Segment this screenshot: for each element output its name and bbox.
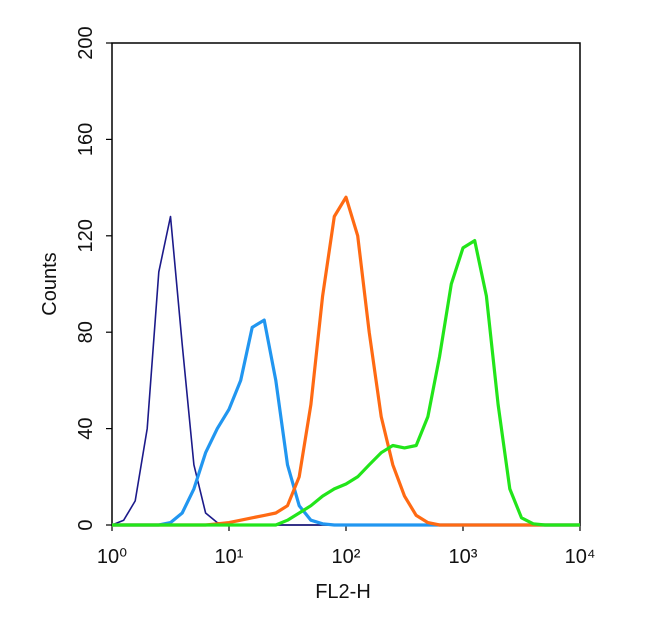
histogram-line <box>112 239 580 527</box>
x-tick-label: 10⁴ <box>565 546 596 568</box>
histogram-line <box>112 195 580 527</box>
x-tick-label: 10⁰ <box>97 546 127 568</box>
x-tick-label: 10³ <box>449 546 478 568</box>
y-tick-label: 0 <box>75 519 97 530</box>
y-tick-label: 40 <box>75 417 97 439</box>
y-tick-label: 120 <box>75 219 97 252</box>
y-tick-label: 200 <box>75 26 97 59</box>
plot-frame <box>111 42 581 526</box>
x-tick-label: 10¹ <box>215 546 244 568</box>
x-tick-label: 10² <box>332 546 361 568</box>
y-axis-label: Counts <box>39 252 61 315</box>
x-axis-label: FL2-H <box>315 581 371 603</box>
y-tick-label: 80 <box>75 321 97 343</box>
y-tick-label: 160 <box>75 123 97 156</box>
